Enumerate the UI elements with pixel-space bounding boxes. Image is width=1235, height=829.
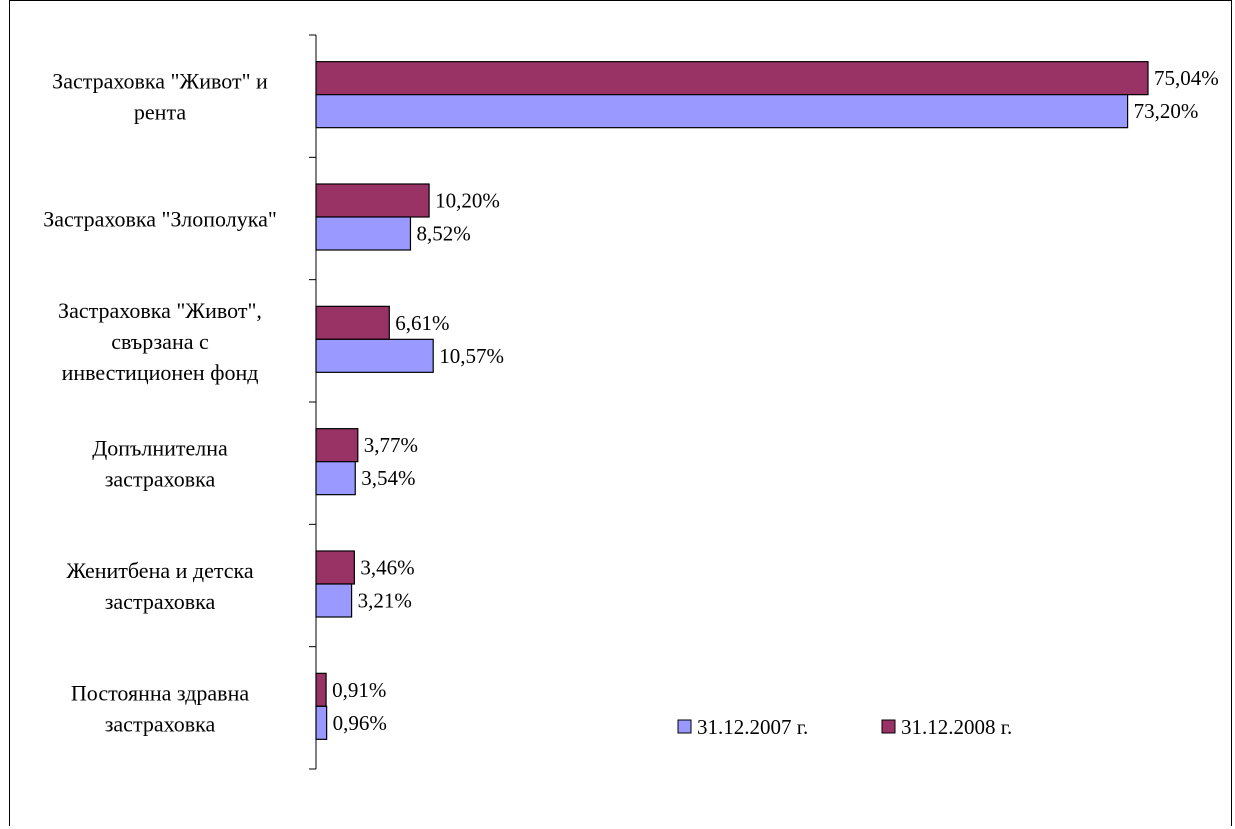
bar-series-2008 — [315, 550, 355, 585]
bar-series-2008 — [315, 61, 1149, 96]
labels-layer: Застраховка "Живот" и рента Застраховка "З… — [43, 66, 1219, 736]
legend-label: 31.12.2008 г. — [901, 715, 1012, 739]
category-label: Застраховка "Живот" и рента — [52, 69, 268, 125]
data-label: 8,52% — [416, 222, 470, 246]
category-label-line: инвестиционен фонд — [62, 360, 259, 385]
legend-swatch — [881, 719, 896, 734]
category-label-line: рента — [134, 100, 186, 125]
bar-series-2008 — [315, 672, 327, 707]
bar-series-2007 — [315, 338, 434, 373]
data-label: 10,57% — [439, 344, 504, 368]
bar-series-2008 — [315, 183, 430, 218]
category-label: Женитбена и детска застраховка — [66, 558, 253, 614]
bar-series-2008 — [315, 428, 359, 463]
category-label-line: застраховка — [105, 589, 216, 614]
data-label: 73,20% — [1134, 99, 1199, 123]
category-label-line: Застраховка "Живот" и — [52, 69, 268, 94]
data-label: 3,21% — [358, 589, 412, 613]
category-label: Застраховка "Злополука" — [43, 207, 277, 232]
bar-series-2007 — [315, 216, 412, 251]
bar-series-2008 — [315, 305, 390, 340]
bar-series-2007 — [315, 705, 328, 740]
data-label: 10,20% — [435, 189, 500, 213]
bars-layer — [315, 61, 1149, 740]
category-label-line: Застраховка "Живот", — [58, 298, 262, 323]
legend-label: 31.12.2007 г. — [697, 715, 808, 739]
data-label: 3,77% — [364, 433, 418, 457]
category-label: Допълнителна застраховка — [92, 436, 228, 492]
legend: 31.12.2007 г. 31.12.2008 г. — [677, 715, 1012, 739]
legend-swatch — [677, 719, 692, 734]
category-label-line: свързана с — [111, 329, 209, 354]
data-label: 3,54% — [361, 466, 415, 490]
data-label: 0,96% — [333, 711, 387, 735]
category-label-line: Женитбена и детска — [66, 558, 253, 583]
category-label: Постоянна здравна застраховка — [71, 680, 249, 736]
category-label-line: Застраховка "Злополука" — [43, 207, 277, 232]
bar-series-2007 — [315, 583, 353, 618]
category-label-line: Постоянна здравна — [71, 680, 249, 705]
data-label: 75,04% — [1154, 66, 1219, 90]
category-label-line: Допълнителна — [92, 436, 228, 461]
axis-layer — [309, 34, 317, 770]
data-label: 3,46% — [360, 556, 414, 580]
bar-series-2007 — [315, 94, 1129, 129]
bar-series-2007 — [315, 461, 356, 496]
data-label: 0,91% — [332, 678, 386, 702]
category-label-line: застраховка — [105, 711, 216, 736]
data-label: 6,61% — [395, 311, 449, 335]
chart-frame — [9, 0, 1232, 826]
category-label-line: застраховка — [105, 467, 216, 492]
category-label: Застраховка "Живот", свързана с инвестицио… — [58, 298, 262, 385]
